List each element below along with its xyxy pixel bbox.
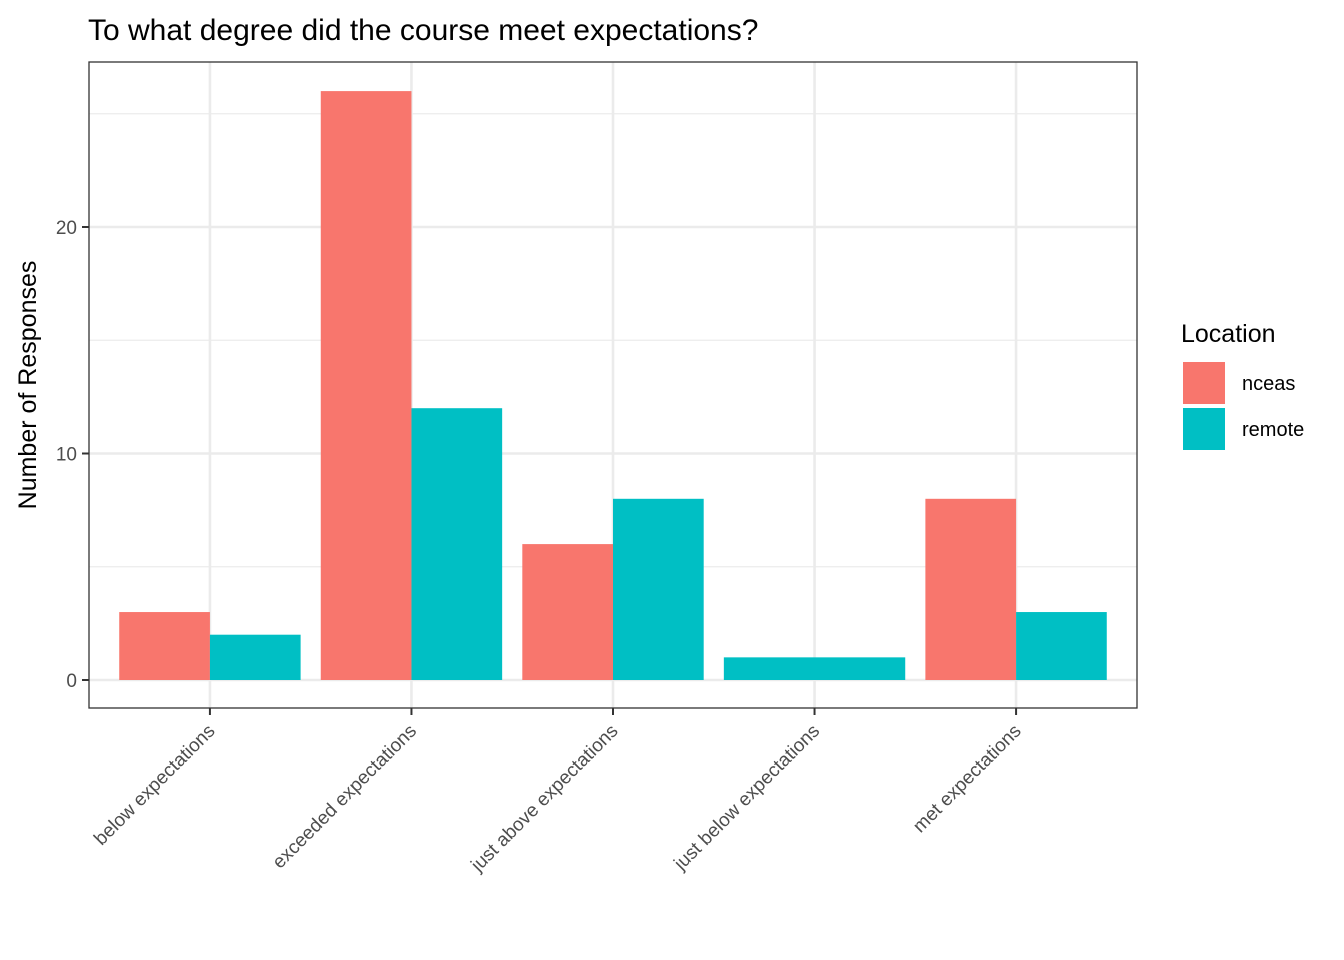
legend-key-remote <box>1183 408 1225 450</box>
y-tick-label: 0 <box>66 671 77 692</box>
chart-title: To what degree did the course meet expec… <box>88 14 758 47</box>
bar-remote-below-expectations <box>209 634 301 680</box>
legend-key-nceas <box>1183 362 1225 404</box>
bar-remote-exceeded-expectations <box>411 408 503 680</box>
bar-remote-just-above-expectations <box>613 498 704 680</box>
bar-nceas-exceeded-expectations <box>320 91 412 681</box>
legend-label-remote: remote <box>1242 419 1304 441</box>
x-tick-label: met expectations <box>909 721 1025 837</box>
y-tick-label: 20 <box>56 218 77 239</box>
x-tick-label: below expectations <box>90 721 219 850</box>
y-tick-label: 10 <box>56 445 77 466</box>
legend-title: Location <box>1181 320 1276 348</box>
x-tick-label: exceeded expectations <box>269 721 421 873</box>
legend: Location nceas remote <box>1181 320 1304 450</box>
bar-remote-met-expectations <box>1016 612 1107 680</box>
bar-nceas-met-expectations <box>925 498 1017 680</box>
legend-label-nceas: nceas <box>1242 373 1295 395</box>
x-tick-label: just below expectations <box>670 721 824 875</box>
bar-nceas-just-above-expectations <box>522 544 613 680</box>
plot-area: 0 10 20 below expectations exceeded expectat… <box>56 61 1138 877</box>
x-tick-label: just above expectations <box>467 721 623 877</box>
bar-remote-just-below-expectations <box>723 657 906 680</box>
bar-nceas-below-expectations <box>119 612 210 680</box>
y-axis-title: Number of Responses <box>14 261 42 510</box>
